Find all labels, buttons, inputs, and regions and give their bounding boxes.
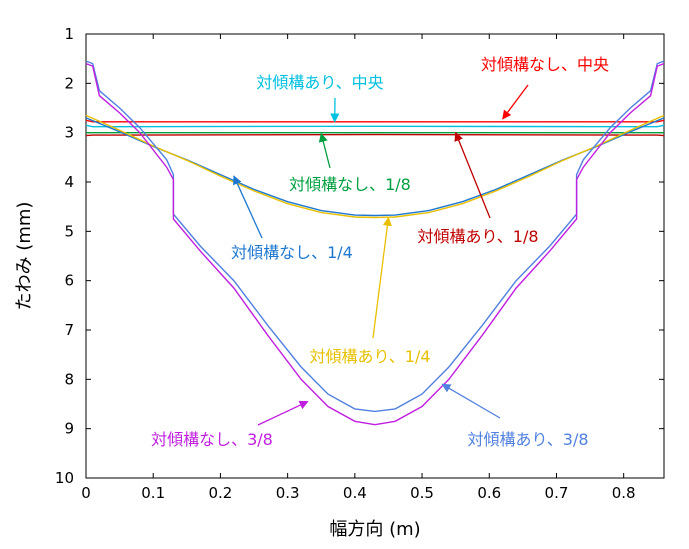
x-tick-label: 0.8 [612,484,636,502]
annotation-arrow [502,84,529,120]
y-tick-label: 3 [64,124,74,142]
y-tick-label: 2 [64,74,74,92]
series-line-8 [85,62,665,426]
annotation-arrow [318,132,331,169]
plot-frame [85,33,665,479]
series-label: 対傾構あり、3/8 [467,430,588,449]
y-tick-label: 10 [55,469,74,487]
series-lines [85,60,665,426]
y-axis-ticks: 1 2 3 4 5 6 7 8 9 10 [55,25,664,487]
x-tick-label: 0.4 [343,484,367,502]
series-label: 対傾構なし、1/8 [289,175,411,194]
x-tick-label: 0.7 [545,484,569,502]
y-tick-label: 8 [64,370,74,388]
annotation-arrow [441,383,501,419]
annotation-arrow [372,216,392,339]
series-label: 対傾構なし、3/8 [151,430,273,449]
series-line-7 [85,60,665,413]
series-label: 対傾構あり、1/4 [309,347,430,366]
annotation-arrow [257,400,309,426]
x-tick-label: 0.3 [276,484,300,502]
y-tick-label: 5 [64,222,74,240]
y-axis-title: たわみ (mm) [14,202,35,311]
x-axis-ticks: 0 0.1 0.2 0.3 0.4 0.5 0.6 0.7 0.8 [81,34,636,502]
y-tick-label: 6 [64,272,74,290]
x-tick-label: 0.5 [410,484,434,502]
series-label: 対傾構なし、1/4 [231,243,353,262]
series-label: 対傾構あり、1/8 [417,227,538,246]
series-label: 対傾構あり、中央 [256,73,383,92]
series-line-4 [85,133,665,137]
x-axis-title: 幅方向 (m) [329,519,420,540]
series-label: 対傾構なし、中央 [481,55,609,74]
series-line-6 [85,114,665,219]
x-tick-label: 0 [81,484,91,502]
y-tick-label: 7 [64,321,74,339]
annotation-arrow [233,175,263,239]
y-tick-label: 1 [64,25,74,43]
annotation-arrow [454,131,491,219]
x-tick-label: 0.2 [208,484,232,502]
series-line-1 [85,119,665,123]
x-tick-label: 0.1 [141,484,165,502]
y-tick-label: 9 [64,420,74,438]
y-tick-label: 4 [64,173,74,191]
x-tick-label: 0.6 [477,484,501,502]
series-line-2 [85,124,665,128]
